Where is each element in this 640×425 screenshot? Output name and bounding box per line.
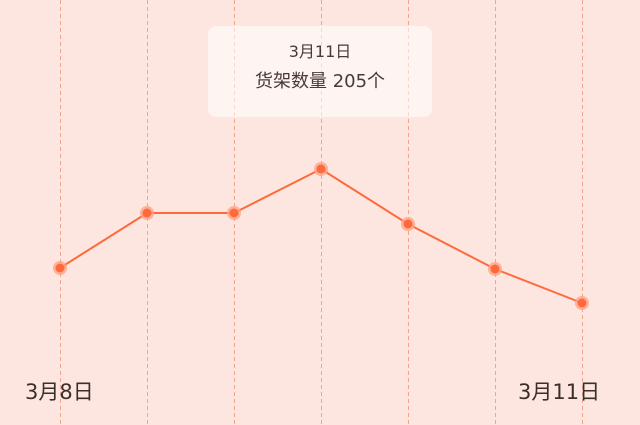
data-point-2[interactable] [229,208,239,218]
tooltip-value-line: 货架数量 205个 [208,70,432,94]
data-point-5[interactable] [490,264,500,274]
tooltip-value: 205个 [332,71,386,92]
data-point-1[interactable] [142,208,152,218]
x-tick-label-last: 3月11日 [518,380,601,404]
tooltip-series-label: 货架数量 [254,71,327,92]
data-point-0[interactable] [55,263,65,273]
points-layer [53,162,589,310]
data-point-6[interactable] [577,298,587,308]
data-point-3[interactable] [316,164,326,174]
tooltip-date: 3月11日 [288,42,352,61]
tooltip: 3月11日 货架数量 205个 [208,26,432,117]
data-point-4[interactable] [403,219,413,229]
x-tick-label-first: 3月8日 [25,380,94,404]
